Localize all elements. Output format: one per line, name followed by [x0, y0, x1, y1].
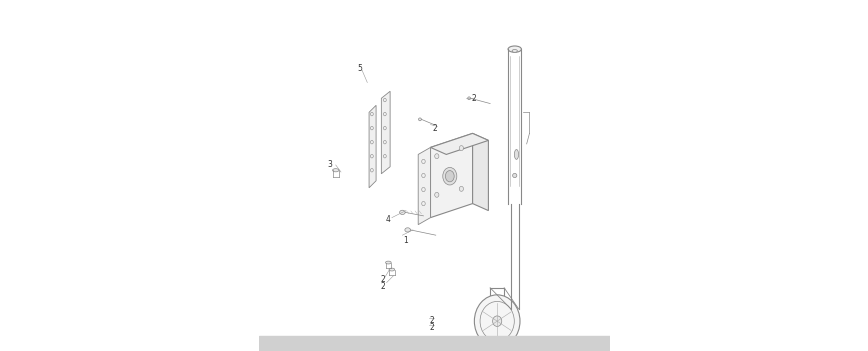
Polygon shape: [431, 133, 472, 218]
Ellipse shape: [508, 46, 522, 52]
Polygon shape: [369, 105, 376, 188]
Ellipse shape: [459, 146, 464, 151]
Text: 2: 2: [429, 316, 434, 325]
Ellipse shape: [418, 118, 421, 121]
Text: 3: 3: [327, 160, 332, 170]
Bar: [259, 336, 609, 351]
Polygon shape: [431, 133, 489, 154]
Ellipse shape: [459, 186, 464, 191]
Polygon shape: [472, 133, 489, 211]
Ellipse shape: [445, 171, 454, 182]
Ellipse shape: [468, 97, 470, 100]
Ellipse shape: [399, 210, 405, 214]
Ellipse shape: [332, 168, 339, 172]
Ellipse shape: [389, 268, 395, 271]
Ellipse shape: [385, 261, 391, 264]
Ellipse shape: [493, 316, 502, 326]
Ellipse shape: [443, 167, 457, 185]
Text: 5: 5: [358, 64, 363, 73]
Ellipse shape: [435, 192, 439, 197]
Polygon shape: [418, 147, 431, 225]
Text: 1: 1: [404, 236, 408, 245]
Ellipse shape: [513, 173, 516, 178]
Ellipse shape: [512, 49, 517, 52]
Text: 2: 2: [432, 124, 437, 133]
Text: 2: 2: [381, 282, 385, 291]
Text: 4: 4: [386, 215, 391, 224]
Text: 2: 2: [429, 323, 434, 332]
Text: 2: 2: [471, 94, 476, 104]
Ellipse shape: [435, 154, 439, 159]
Text: 2: 2: [381, 274, 385, 284]
Polygon shape: [381, 91, 390, 174]
Ellipse shape: [404, 228, 411, 232]
Ellipse shape: [475, 295, 520, 347]
Ellipse shape: [515, 150, 518, 159]
